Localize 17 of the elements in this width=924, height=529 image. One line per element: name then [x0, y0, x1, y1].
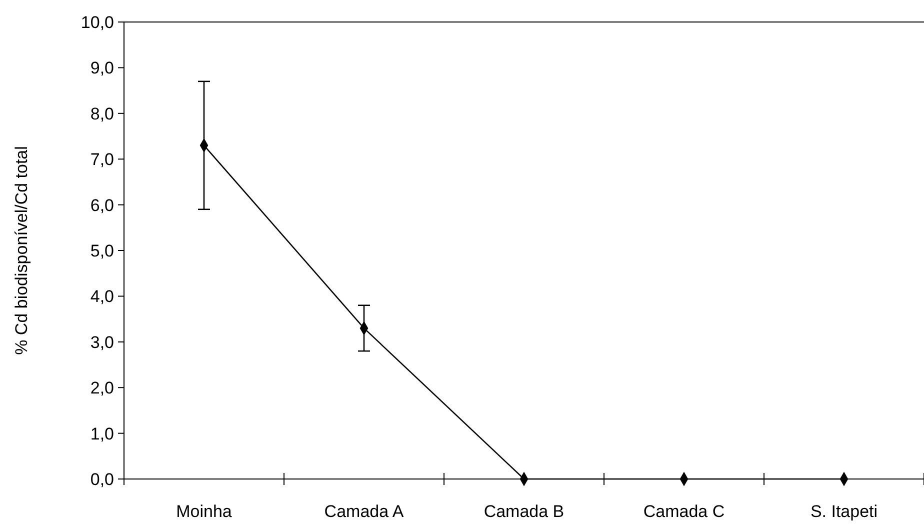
y-tick-label: 8,0: [90, 104, 114, 124]
y-tick-label: 5,0: [90, 241, 114, 260]
x-tick-label: Camada B: [484, 502, 564, 521]
x-tick-label: Moinha: [176, 502, 232, 521]
x-tick-label: Camada A: [324, 502, 404, 521]
x-tick-label: S. Itapeti: [810, 502, 878, 521]
y-tick-label: 2,0: [90, 378, 114, 398]
y-tick-label: 10,0: [80, 12, 114, 32]
y-tick-label: 6,0: [90, 196, 114, 215]
y-tick-label: 1,0: [90, 424, 114, 444]
x-tick-label: Camada C: [643, 502, 725, 521]
y-tick-label: 7,0: [90, 150, 114, 170]
y-tick-label: 4,0: [90, 287, 114, 306]
y-tick-label: 9,0: [90, 58, 114, 78]
y-tick-label: 3,0: [90, 332, 114, 352]
y-tick-label: 0,0: [90, 470, 114, 489]
y-axis-title: % Cd biodisponível/Cd total: [12, 146, 31, 355]
